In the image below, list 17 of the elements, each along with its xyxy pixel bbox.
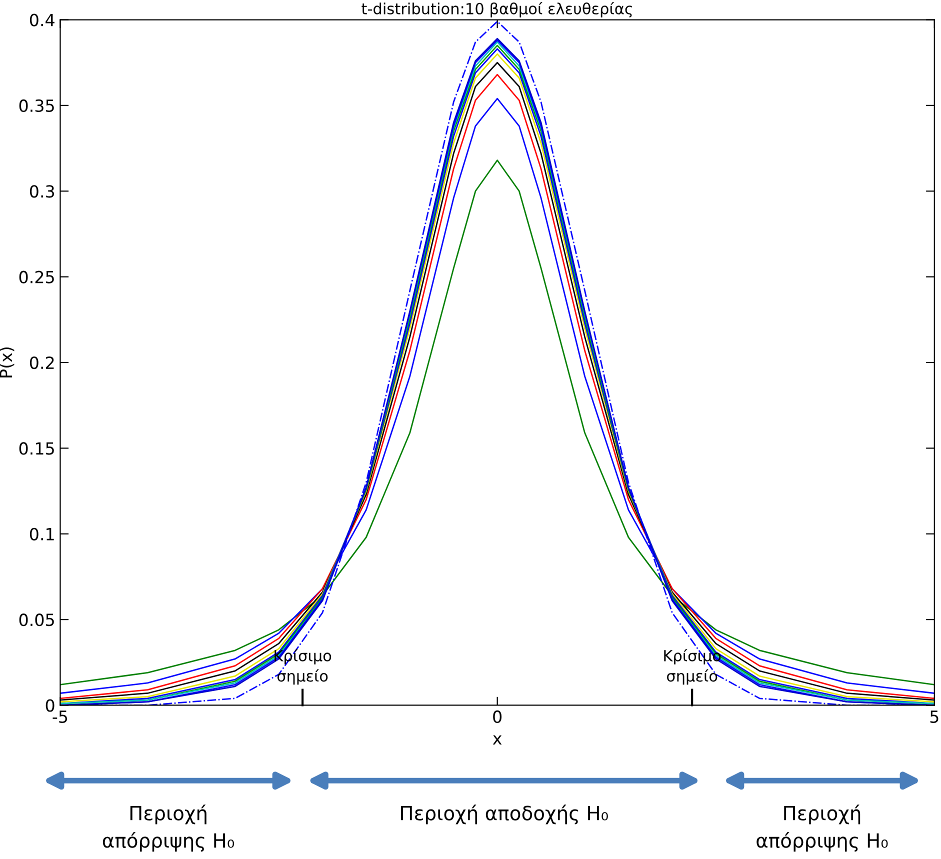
x-tick-label: -5 [52,710,68,723]
y-tick-label: 0.4 [30,14,54,26]
text: Περιοχή αποδοχής H₀ [401,804,608,824]
y-tick-label: 0.2 [30,356,54,370]
text: Περιοχή απόρριψης H₀ [756,804,888,852]
y-tick-label: 0.15 [19,442,54,455]
x-tick-label: 0 [493,710,502,723]
y-tick-label: 0.25 [19,270,54,284]
x-axis-title: x [492,735,502,744]
y-tick-label: 0.1 [30,528,54,540]
x-tick-label: 5 [930,710,938,723]
y-tick-label: 0.05 [19,614,54,626]
y-tick-label: 0 [46,699,54,712]
chart-title: t-distribution:10 βαθμοί ελευθερίας [362,2,632,18]
text: Περιοχή απόρριψης H₀ [102,804,234,852]
y-tick-label: 0.35 [19,99,54,112]
y-tick-label: 0.3 [30,185,54,198]
